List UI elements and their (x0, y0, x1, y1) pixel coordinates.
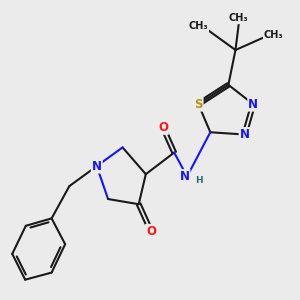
Text: CH₃: CH₃ (229, 14, 248, 23)
Text: N: N (248, 98, 258, 111)
Text: O: O (158, 121, 168, 134)
Text: CH₃: CH₃ (189, 22, 208, 32)
Text: N: N (92, 160, 102, 172)
Text: S: S (194, 98, 202, 111)
Text: H: H (196, 176, 203, 185)
Text: CH₃: CH₃ (264, 31, 284, 40)
Text: O: O (146, 225, 156, 238)
Text: N: N (239, 128, 250, 141)
Text: N: N (179, 170, 190, 183)
